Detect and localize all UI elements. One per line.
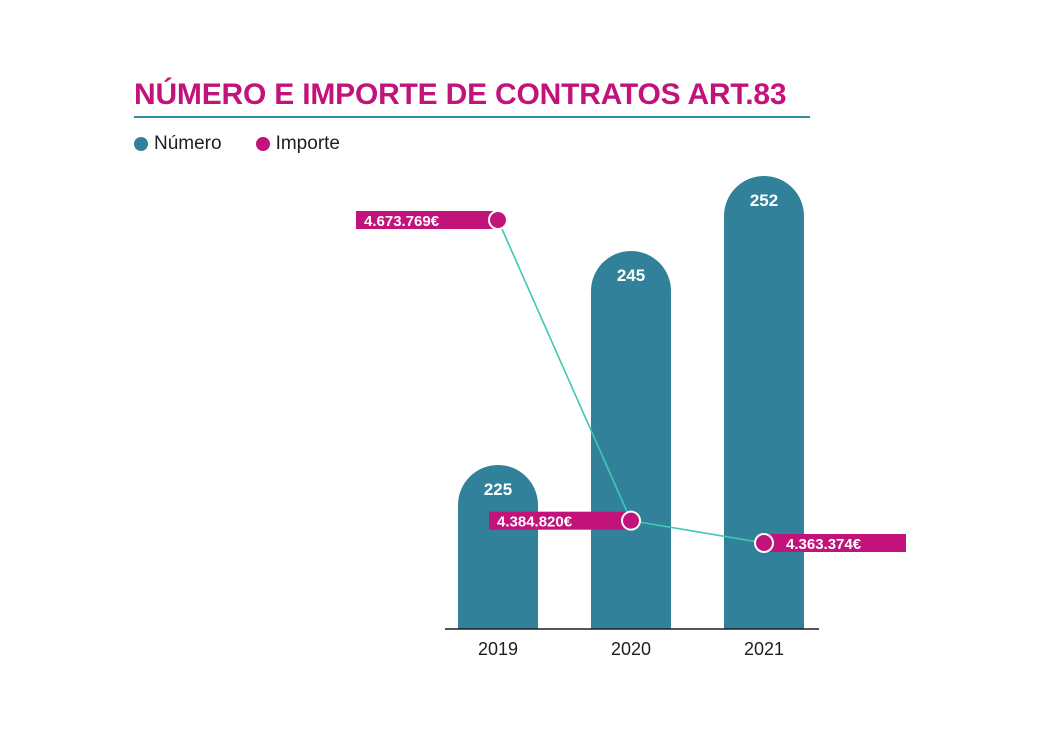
bar-label-2019: 225: [484, 480, 512, 499]
legend-swatch-numero: [134, 137, 148, 151]
bar-2019: [458, 465, 538, 629]
bar-2021: [724, 176, 804, 629]
x-tick-label-2019: 2019: [478, 639, 518, 659]
importe-label-2020: 4.384.820€: [497, 514, 573, 531]
importe-point-2019: [490, 212, 506, 228]
legend: Número Importe: [134, 132, 374, 156]
legend-label-importe: Importe: [275, 133, 340, 154]
x-tick-label-2021: 2021: [744, 639, 784, 659]
title-underline: [134, 116, 810, 118]
x-tick-label-2020: 2020: [611, 639, 651, 659]
legend-item-importe: Importe: [255, 133, 340, 155]
importe-point-2021: [756, 535, 772, 551]
bar-label-2021: 252: [750, 191, 778, 210]
bar-2020: [591, 250, 671, 629]
importe-label-2021: 4.363.374€: [786, 536, 862, 553]
importe-point-2020: [623, 512, 639, 529]
legend-item-numero: Número: [134, 133, 222, 155]
legend-swatch-importe: [255, 137, 270, 151]
importe-label-bg-2019: [356, 211, 498, 229]
importe-label-bg-2021: [764, 534, 906, 552]
legend-label-numero: Número: [154, 133, 222, 154]
chart-title: NÚMERO E IMPORTE DE CONTRATOS ART.83: [134, 78, 787, 111]
bar-label-2020: 245: [617, 266, 645, 285]
importe-label-2019: 4.673.769€: [364, 213, 440, 230]
importe-label-bg-2020: [489, 511, 631, 530]
